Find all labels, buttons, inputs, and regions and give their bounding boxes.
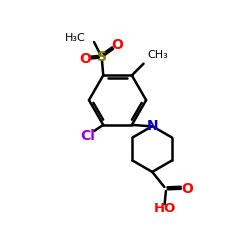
Text: N: N [146,119,158,133]
Text: O: O [181,182,193,196]
Text: H₃C: H₃C [65,33,86,43]
Text: S: S [97,50,107,64]
Text: O: O [111,38,123,52]
Text: CH₃: CH₃ [148,50,168,60]
Text: O: O [80,52,91,66]
Text: HO: HO [154,202,176,215]
Text: Cl: Cl [80,129,95,143]
